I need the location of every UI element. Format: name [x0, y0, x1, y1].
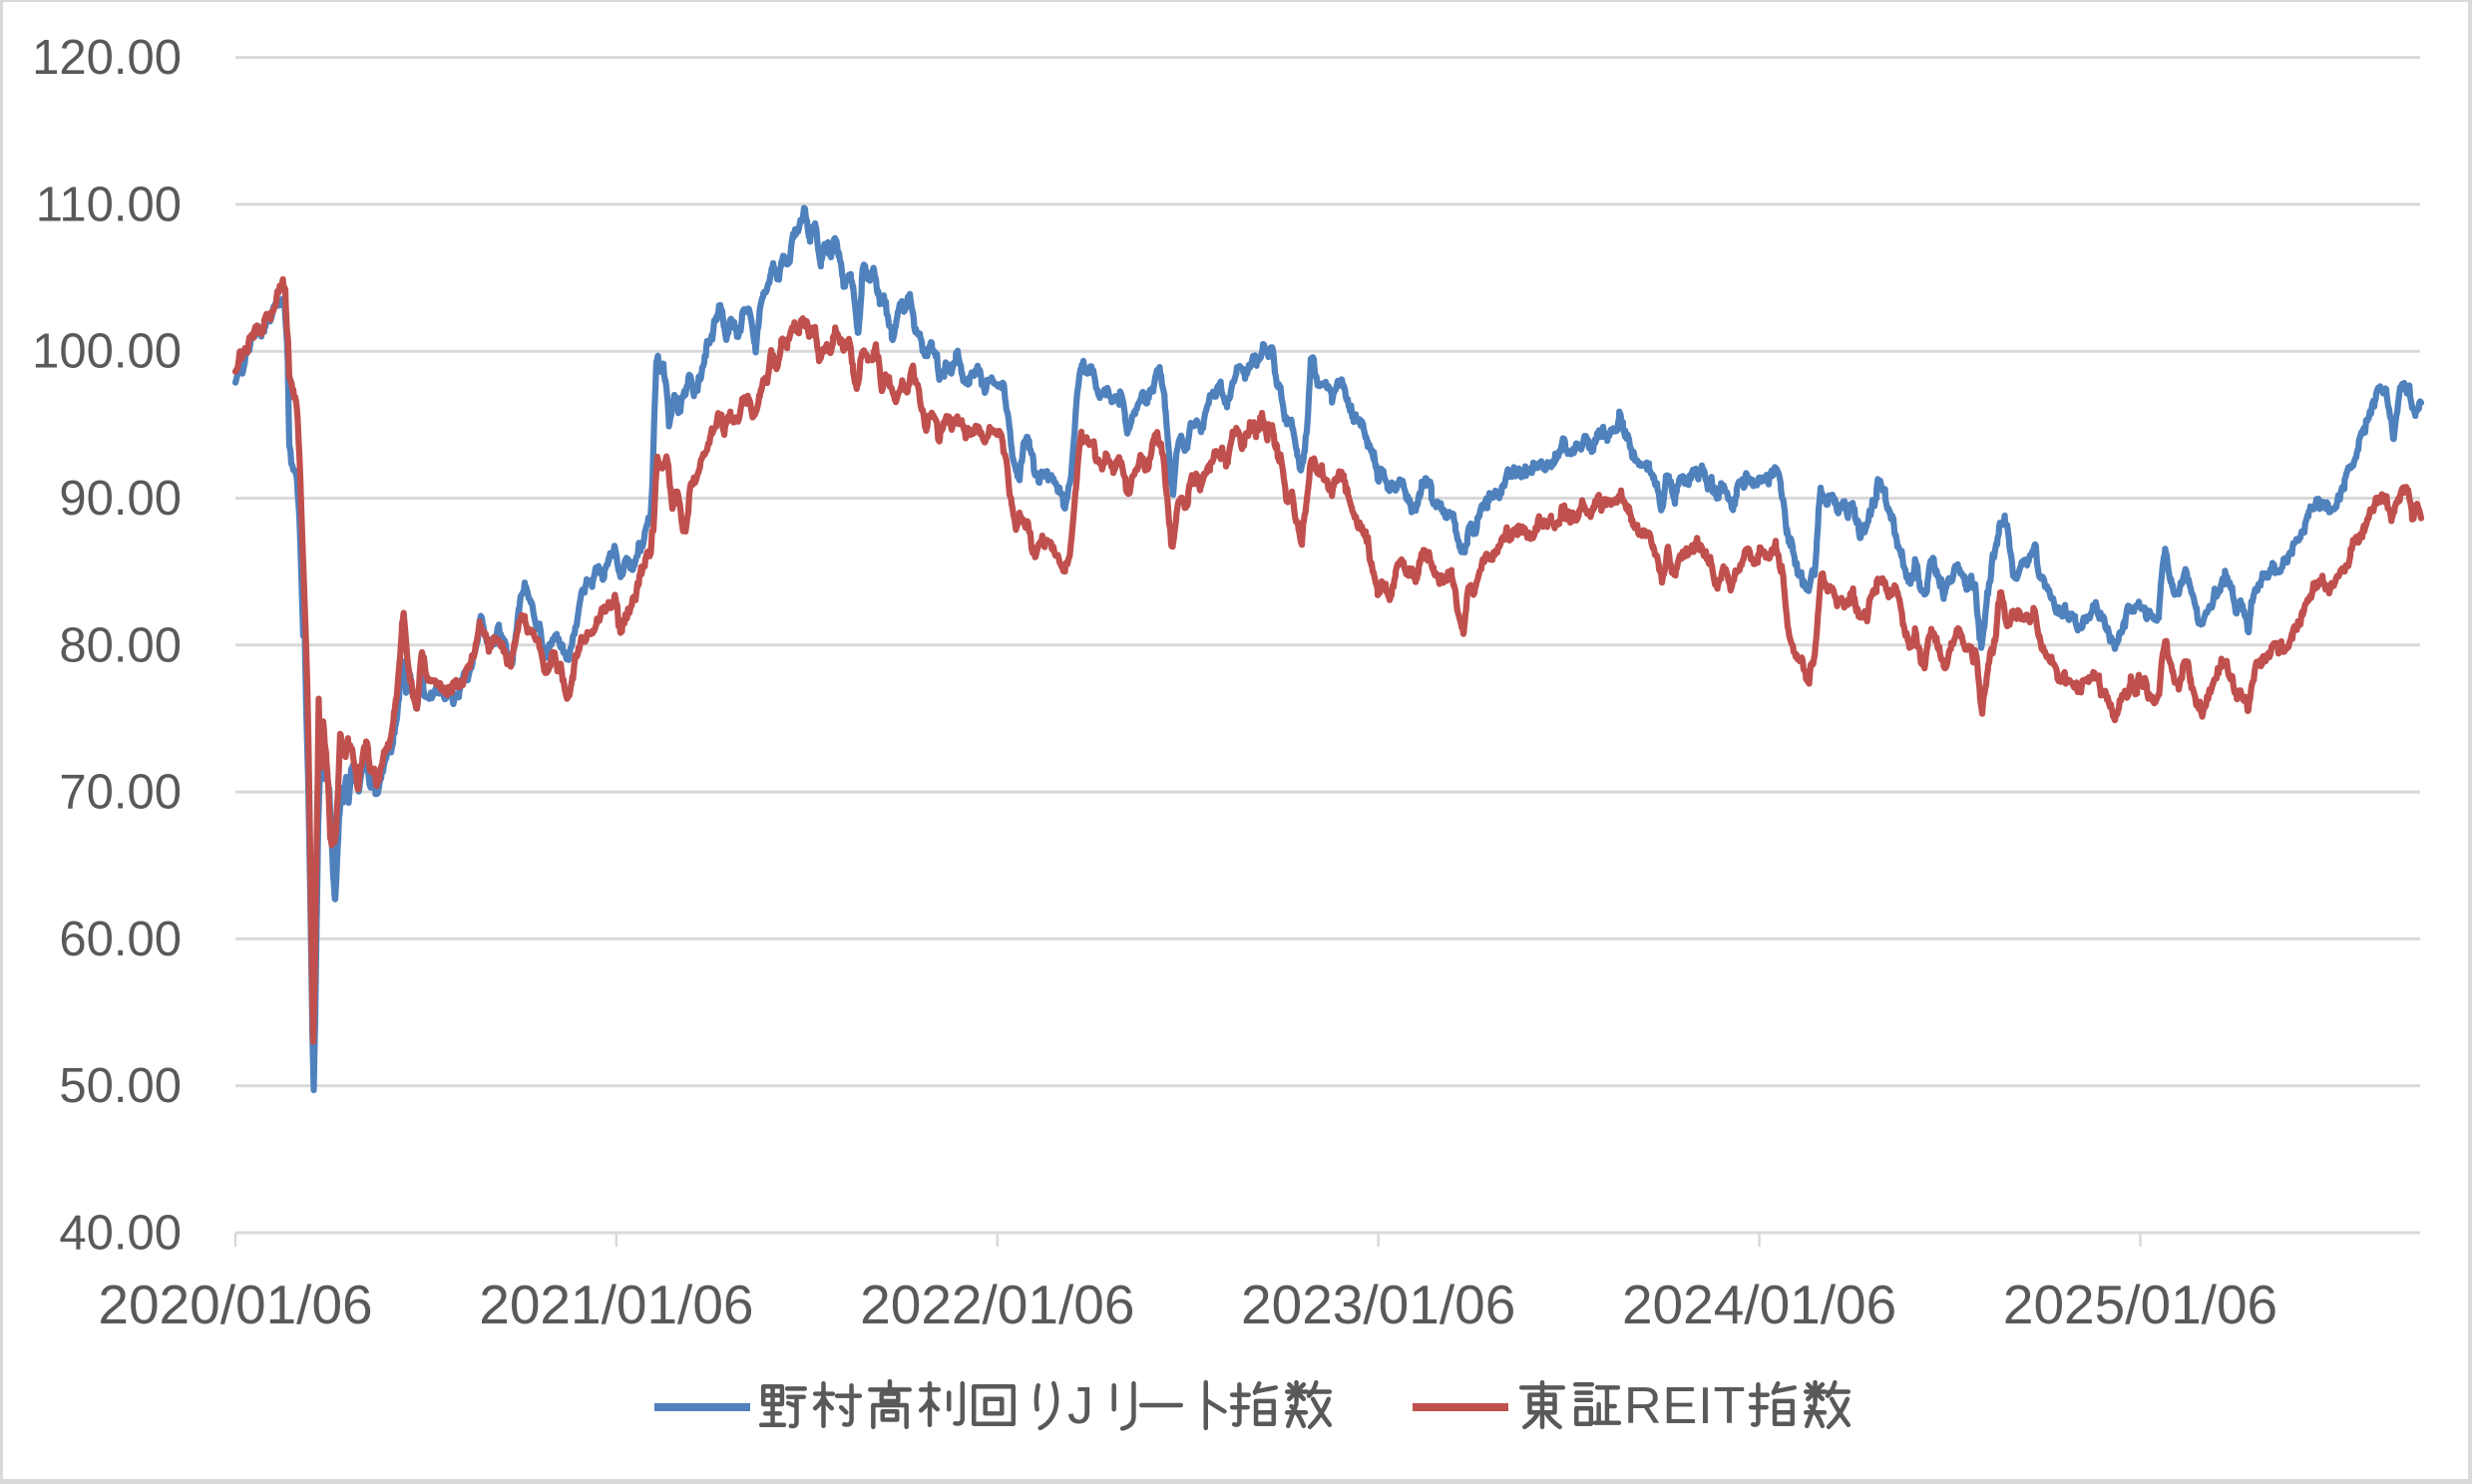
svg-text:2020/01/06: 2020/01/06	[98, 1274, 372, 1335]
svg-text:J: J	[1067, 1377, 1093, 1435]
svg-text:70.00: 70.00	[59, 766, 182, 820]
svg-text:2023/01/06: 2023/01/06	[1241, 1274, 1515, 1335]
svg-text:60.00: 60.00	[59, 913, 182, 966]
svg-text:REIT: REIT	[1624, 1377, 1746, 1435]
svg-text:50.00: 50.00	[59, 1059, 182, 1113]
svg-text:2021/01/06: 2021/01/06	[479, 1274, 753, 1335]
svg-text:40.00: 40.00	[59, 1207, 182, 1261]
svg-text:120.00: 120.00	[32, 31, 182, 85]
svg-text:2025/01/06: 2025/01/06	[2003, 1274, 2277, 1335]
svg-text:90.00: 90.00	[59, 472, 182, 526]
svg-text:2024/01/06: 2024/01/06	[1622, 1274, 1896, 1335]
svg-text:80.00: 80.00	[59, 618, 182, 672]
svg-text:2022/01/06: 2022/01/06	[860, 1274, 1134, 1335]
svg-text:100.00: 100.00	[32, 325, 182, 379]
svg-text:110.00: 110.00	[36, 178, 182, 231]
